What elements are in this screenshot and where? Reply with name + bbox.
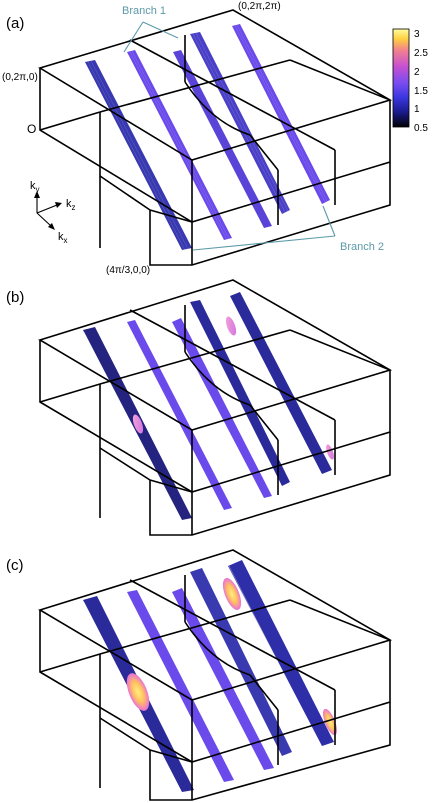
sheet-a-4 bbox=[190, 32, 290, 214]
branch-leaders-a bbox=[123, 21, 336, 251]
wireframe-a bbox=[38, 9, 393, 266]
hotspot-c-3 bbox=[323, 708, 337, 736]
wireframe-b bbox=[38, 279, 393, 536]
sheet-a-1 bbox=[85, 60, 192, 250]
wireframe-c bbox=[38, 549, 393, 801]
corner-label-left: (0,2π,0) bbox=[2, 72, 38, 83]
panel-a: (a) bbox=[2, 1, 428, 276]
panel-b: (b) bbox=[6, 279, 393, 536]
sheet-b-2 bbox=[127, 320, 232, 510]
sheet-c-3 bbox=[172, 588, 274, 770]
branch-1-label: Branch 1 bbox=[122, 5, 166, 17]
hotspot-b-2 bbox=[225, 316, 237, 336]
sheet-c-4 bbox=[190, 568, 292, 756]
panel-label-b: (b) bbox=[6, 289, 24, 306]
axis-triad bbox=[34, 191, 62, 230]
hotspot-b-1 bbox=[132, 414, 144, 434]
axis-label-ky: ky bbox=[30, 180, 40, 194]
colorbar-tick-2-5: 2.5 bbox=[414, 48, 428, 59]
sheet-c-5 bbox=[228, 560, 334, 746]
sheet-b-4 bbox=[190, 300, 290, 486]
axis-label-kz: kz bbox=[66, 198, 76, 212]
colorbar-tick-1-5: 1.5 bbox=[414, 86, 428, 97]
panel-label-a: (a) bbox=[6, 15, 24, 32]
sheet-b-5 bbox=[230, 292, 332, 474]
colorbar-tick-1: 1 bbox=[414, 104, 420, 115]
origin-label: O bbox=[27, 122, 36, 136]
sheets-a bbox=[85, 24, 330, 251]
sheet-b-3 bbox=[172, 318, 272, 498]
sheets-b bbox=[83, 292, 334, 521]
hotspot-b-3 bbox=[326, 444, 334, 460]
corner-label-bottom: (4π/3,0,0) bbox=[106, 265, 150, 276]
sheets-c bbox=[83, 560, 337, 793]
panel-label-c: (c) bbox=[6, 557, 24, 574]
sheet-a-3 bbox=[173, 50, 272, 228]
colorbar-tick-2: 2 bbox=[414, 67, 420, 78]
hotspot-c-1 bbox=[126, 673, 150, 711]
sheet-a-5 bbox=[232, 24, 330, 204]
hotspot-c-2 bbox=[222, 578, 242, 610]
branch-2-label: Branch 2 bbox=[340, 241, 384, 253]
colorbar-gradient bbox=[392, 28, 410, 128]
colorbar-tick-3: 3 bbox=[414, 29, 420, 40]
panel-c: (c) bbox=[6, 549, 393, 801]
axis-label-kx: kx bbox=[58, 231, 68, 245]
colorbar-tick-0-5: 0.5 bbox=[414, 123, 428, 134]
colorbar: 3 2.5 2 1.5 1 0.5 bbox=[392, 28, 428, 134]
colorbar-ticks: 3 2.5 2 1.5 1 0.5 bbox=[414, 29, 428, 134]
corner-label-top-right: (0,2π,2π) bbox=[238, 1, 281, 12]
